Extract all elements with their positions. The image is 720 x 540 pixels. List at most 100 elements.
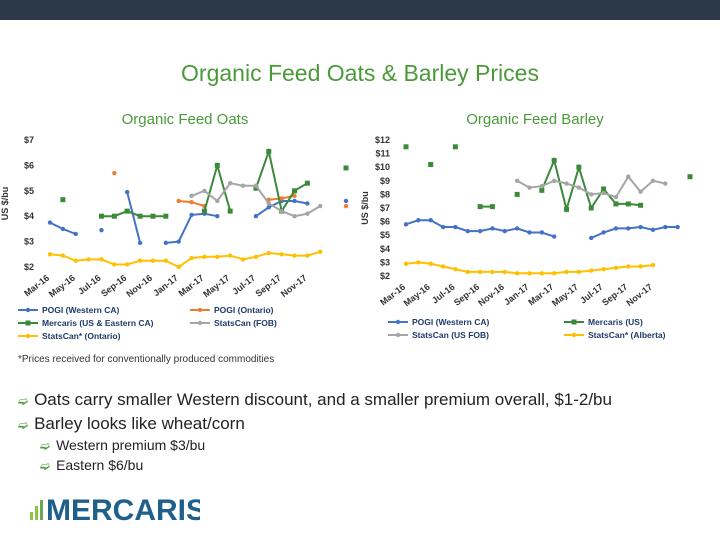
x-tick-label: Mar-17	[526, 282, 555, 308]
data-point	[60, 226, 66, 232]
y-tick-label: $7	[24, 135, 34, 145]
y-tick-label: $5	[380, 230, 390, 240]
data-point	[465, 269, 470, 275]
x-tick-label: Nov-17	[279, 273, 309, 299]
data-point	[589, 192, 594, 197]
legend-label: StatsCan (US FOB)	[412, 330, 489, 340]
x-tick-label: Nov-17	[624, 282, 654, 308]
data-point	[589, 268, 594, 273]
data-point	[626, 226, 631, 231]
data-point	[201, 208, 207, 214]
data-point	[588, 205, 594, 211]
y-tick-label: $7	[380, 203, 390, 213]
data-point	[502, 228, 507, 234]
data-point	[163, 258, 169, 263]
data-point	[343, 198, 349, 204]
data-point	[292, 214, 297, 219]
data-point	[452, 144, 458, 150]
x-tick-label: Nov-16	[124, 273, 154, 299]
arrow-bullet-icon: ➫	[18, 394, 29, 408]
y-tick-label: $2	[380, 271, 390, 281]
data-point	[564, 181, 569, 186]
x-tick-label: Sep-16	[452, 282, 481, 308]
legend-label: Mercaris (US & Eastern CA)	[42, 318, 154, 328]
data-point	[440, 224, 446, 230]
legend-marker	[571, 319, 577, 325]
data-point	[125, 189, 130, 195]
data-point	[253, 185, 259, 191]
data-point	[266, 201, 271, 206]
arrow-bullet-icon: ➫	[40, 439, 51, 453]
data-point	[638, 264, 643, 269]
data-point	[279, 196, 284, 201]
legend-label: StatsCan (FOB)	[214, 318, 277, 328]
bullet-item: ➫ Oats carry smaller Western discount, an…	[18, 390, 612, 410]
data-point	[292, 253, 297, 258]
y-tick-label: $4	[380, 244, 390, 254]
data-point	[150, 213, 156, 219]
legend-label: POGI (Western CA)	[412, 317, 489, 327]
series-line	[405, 219, 555, 238]
legend-marker	[571, 332, 577, 338]
data-point	[514, 271, 520, 276]
data-point	[601, 230, 606, 235]
data-point	[279, 208, 284, 214]
sub-bullet-text: Eastern $6/bu	[56, 457, 144, 473]
data-point	[60, 253, 66, 258]
top-bar	[0, 0, 720, 20]
data-point	[266, 148, 272, 154]
data-point	[601, 190, 606, 196]
x-tick-label: Mar-17	[177, 273, 206, 299]
barley-chart-title: Organic Feed Barley	[466, 111, 604, 128]
x-tick-label: Jan-17	[151, 273, 180, 298]
data-point	[551, 234, 557, 239]
data-point	[305, 201, 310, 206]
x-tick-label: Sep-17	[600, 282, 629, 308]
data-point	[428, 218, 433, 223]
data-point	[305, 211, 310, 216]
data-point	[650, 227, 656, 232]
legend-label: POGI (Ontario)	[214, 305, 274, 315]
data-point	[215, 198, 220, 204]
x-tick-label: May-17	[201, 273, 231, 300]
data-point	[240, 183, 246, 188]
legend-label: POGI (Western CA)	[42, 305, 119, 315]
data-point	[163, 240, 169, 246]
data-point	[266, 250, 271, 256]
data-point	[589, 235, 594, 241]
data-point	[215, 214, 220, 219]
data-point	[125, 262, 130, 267]
data-point	[416, 260, 421, 265]
series-mercaris-us-	[403, 144, 693, 214]
x-tick-label: Nov-16	[476, 282, 506, 308]
data-point	[86, 257, 91, 262]
series-mercaris-us-eastern-ca-	[60, 147, 349, 219]
data-point	[189, 193, 194, 199]
data-point	[227, 253, 233, 258]
data-point	[189, 255, 194, 261]
data-point	[253, 214, 259, 219]
y-tick-label: $2	[24, 262, 34, 272]
data-point	[137, 213, 143, 219]
data-point	[490, 269, 495, 275]
bullet-item: ➫ Barley looks like wheat/corn	[18, 414, 245, 434]
data-point	[490, 226, 495, 231]
x-tick-label: Sep-17	[253, 273, 282, 299]
data-point	[99, 227, 104, 233]
y-tick-label: $12	[375, 135, 390, 145]
data-point	[428, 261, 433, 266]
data-point	[266, 205, 271, 210]
data-point	[176, 198, 181, 204]
data-point	[47, 220, 53, 225]
data-point	[514, 226, 520, 231]
data-point	[527, 185, 532, 190]
bullet-text: Oats carry smaller Western discount, and…	[34, 390, 612, 409]
data-point	[73, 231, 78, 237]
legend-marker	[197, 320, 203, 326]
series-pogi-western-ca-	[47, 189, 349, 246]
data-point	[137, 240, 143, 246]
series-statscan-alberta-	[403, 260, 656, 276]
data-point	[539, 184, 545, 189]
